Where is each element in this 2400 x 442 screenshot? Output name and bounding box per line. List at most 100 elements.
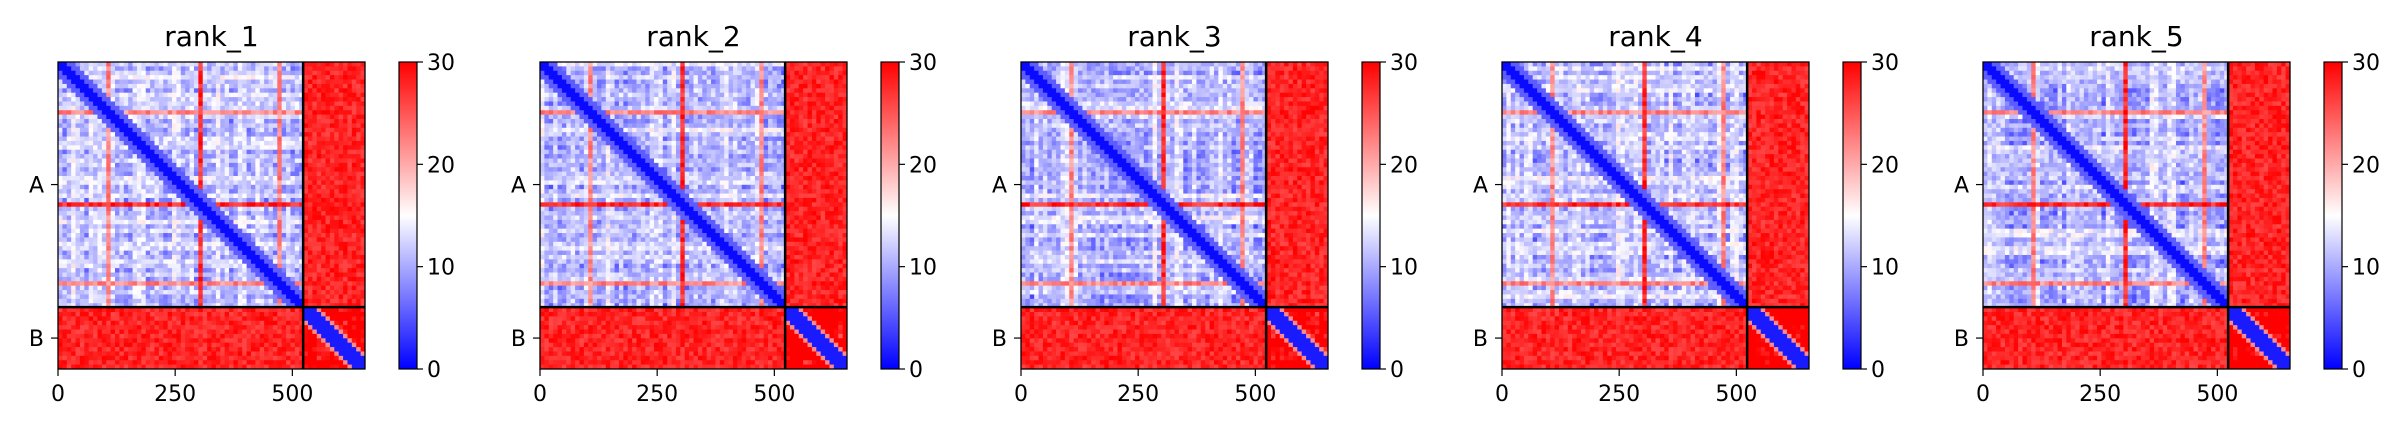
pae-cell: [141, 273, 146, 278]
pae-cell: [97, 255, 102, 260]
pae-cell: [238, 185, 243, 190]
pae-cell: [93, 172, 98, 177]
pae-cell: [93, 294, 98, 299]
pae-cell: [220, 110, 225, 115]
pae-cell: [194, 312, 199, 317]
pae-cell: [141, 207, 146, 212]
pae-cell: [159, 145, 164, 150]
pae-cell: [220, 360, 225, 365]
pae-cell: [352, 229, 357, 234]
pae-cell: [124, 141, 129, 146]
pae-cell: [172, 233, 177, 238]
pae-cell: [295, 172, 300, 177]
pae-cell: [321, 242, 326, 247]
pae-cell: [229, 132, 234, 137]
pae-cell: [334, 66, 339, 71]
pae-cell: [71, 132, 76, 137]
pae-cell: [255, 334, 260, 339]
pae-cell: [80, 259, 85, 264]
pae-cell: [172, 141, 177, 146]
pae-cell: [124, 233, 129, 238]
pae-cell: [352, 299, 357, 304]
pae-cell: [102, 343, 107, 348]
pae-cell: [321, 233, 326, 238]
pae-cell: [181, 137, 186, 142]
pae-cell: [251, 84, 256, 89]
pae-cell: [277, 255, 282, 260]
pae-cell: [80, 66, 85, 71]
pae-cell: [212, 110, 217, 115]
pae-cell: [334, 115, 339, 120]
pae-cell: [58, 194, 63, 199]
pae-cell: [269, 154, 274, 159]
pae-cell: [84, 66, 89, 71]
pae-cell: [71, 233, 76, 238]
pae-cell: [67, 132, 72, 137]
pae-cell: [663, 62, 668, 67]
pae-cell: [111, 198, 116, 203]
pae-cell: [89, 277, 94, 282]
pae-cell: [181, 207, 186, 212]
pae-cell: [111, 290, 116, 295]
pae-cell: [286, 224, 291, 229]
pae-cell: [312, 233, 317, 238]
pae-cell: [58, 251, 63, 256]
pae-cell: [317, 150, 322, 155]
pae-cell: [225, 167, 230, 172]
pae-cell: [317, 325, 322, 330]
pae-cell: [277, 330, 282, 335]
pae-cell: [111, 316, 116, 321]
pae-cell: [133, 66, 138, 71]
pae-cell: [334, 229, 339, 234]
pae-cell: [264, 259, 269, 264]
pae-cell: [58, 93, 63, 98]
pae-cell: [269, 132, 274, 137]
pae-cell: [330, 334, 335, 339]
pae-cell: [58, 75, 63, 80]
pae-cell: [321, 321, 326, 326]
pae-cell: [150, 233, 155, 238]
pae-cell: [76, 242, 81, 247]
pae-cell: [163, 185, 168, 190]
pae-cell: [343, 321, 348, 326]
pae-cell: [339, 115, 344, 120]
pae-cell: [84, 150, 89, 155]
pae-cell: [212, 189, 217, 194]
pae-cell: [76, 351, 81, 356]
pae-cell: [194, 290, 199, 295]
pae-cell: [168, 216, 173, 221]
pae-cell: [343, 259, 348, 264]
colorbar-tick-label: 0: [427, 358, 441, 383]
pae-cell: [154, 259, 159, 264]
pae-cell: [260, 207, 265, 212]
pae-cell: [282, 299, 287, 304]
pae-cell: [238, 194, 243, 199]
pae-cell: [97, 312, 102, 317]
pae-cell: [119, 360, 124, 365]
pae-cell: [146, 216, 151, 221]
pae-cell: [238, 198, 243, 203]
pae-cell: [260, 189, 265, 194]
pae-cell: [321, 115, 326, 120]
pae-cell: [67, 110, 72, 115]
pae-cell: [339, 207, 344, 212]
pae-cell: [128, 356, 133, 361]
pae-cell: [133, 123, 138, 128]
pae-cell: [212, 237, 217, 242]
pae-cell: [247, 145, 252, 150]
pae-cell: [260, 360, 265, 365]
pae-cell: [115, 202, 120, 207]
pae-cell: [115, 334, 120, 339]
pae-cell: [154, 172, 159, 177]
pae-cell: [133, 80, 138, 85]
pae-cell: [264, 106, 269, 111]
pae-cell: [326, 294, 331, 299]
pae-cell: [111, 163, 116, 168]
pae-cell: [62, 281, 67, 286]
pae-cell: [225, 334, 230, 339]
pae-cell: [71, 264, 76, 269]
pae-cell: [321, 207, 326, 212]
pae-cell: [269, 330, 274, 335]
pae-cell: [163, 198, 168, 203]
pae-cell: [119, 180, 124, 185]
